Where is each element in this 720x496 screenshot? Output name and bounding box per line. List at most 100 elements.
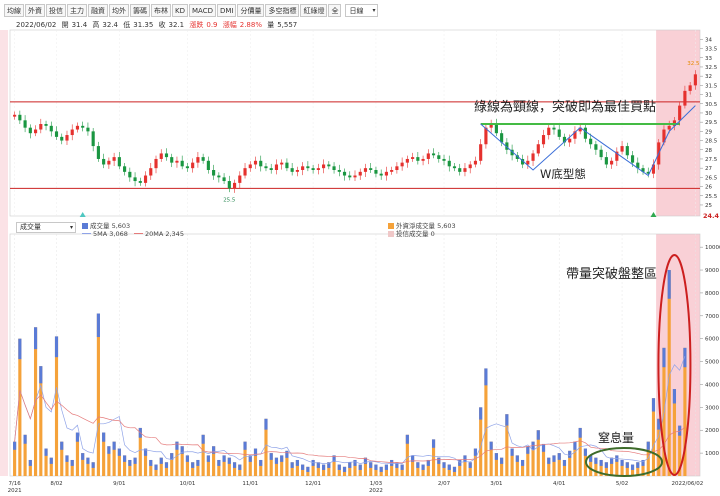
volume-bar-cap [337,464,341,470]
volume-bar-cap [143,448,148,456]
volume-bar [290,462,294,476]
volume-bar [49,457,53,476]
volume-bar [13,441,17,476]
candle-body [264,166,268,169]
toolbar-button[interactable]: DMI [216,3,237,17]
toolbar-button[interactable]: 布林 [151,3,171,17]
volume-bar-cap [573,441,577,450]
volume-bar [657,418,661,476]
volume-bar-cap [589,455,593,462]
toolbar-button[interactable]: 均外 [109,3,129,17]
volume-bar [547,457,551,476]
volume-bar-cap [604,462,608,468]
toolbar-button[interactable]: 紅綠燈 [300,3,328,17]
volume-bar [604,462,608,476]
x-tick-label: 2022/06/02 [672,481,704,487]
legend-line-20ma [133,233,143,234]
volume-bar-cap [243,441,247,450]
toolbar-button[interactable]: MACD [188,3,216,17]
volume-bar [384,464,388,476]
candle-body [395,166,399,170]
volume-bar [128,459,132,476]
volume-bar [573,441,577,476]
period-select-label: 日線 [349,6,364,15]
volume-bar [217,459,221,476]
candle-body [348,175,352,178]
left-highlight-strip [0,30,8,476]
volume-bar [568,450,572,476]
candle-body [547,127,551,136]
candle-body [452,166,457,169]
volume-bar [269,453,273,476]
legend-swatch-ext1 [388,223,394,229]
candle-body [138,181,142,183]
price-panel-frame [9,29,701,217]
volume-bar-cap [610,457,614,464]
volume-bar-cap [253,448,258,456]
toolbar-button[interactable]: 融資 [88,3,108,17]
candle-body [243,168,247,176]
candle-body [615,151,619,161]
candle-body [594,144,598,150]
dry-volume-circle [585,447,663,477]
candle-body [500,133,504,143]
volume-bar [154,464,158,476]
candle-body [562,136,567,143]
volume-bar-cap [463,455,467,462]
candle-body [358,171,362,176]
candle-body [96,146,100,159]
volume-bar [81,453,85,476]
candle-body [494,124,498,134]
x-year-label: 2021 [8,488,22,494]
volume-bar [426,459,430,476]
toolbar-button[interactable]: 主力 [67,3,87,17]
volume-bar [505,414,509,476]
volume-bar [280,455,284,476]
volume-y-tick-label: 8000 [705,291,719,297]
volume-bar [44,448,48,476]
candle-body [531,153,535,161]
period-select[interactable]: 日線 ▾ [345,3,379,17]
volume-bar [421,464,425,476]
volume-bar [222,455,226,476]
volume-bar [212,446,216,476]
volume-bar-cap [657,418,661,430]
toolbar-button[interactable]: 外資 [25,3,45,17]
candle-body [646,171,650,174]
toolbar-button[interactable]: 籌碼 [130,3,150,17]
toolbar-button[interactable]: 多空指標 [265,3,300,17]
candle-body [374,170,378,174]
volume-bar [175,441,179,476]
volume-indicator-select[interactable]: 成交量 ▾ [16,222,76,233]
quote-close-label: 收 [158,21,166,29]
volume-bar [578,427,582,476]
volume-bar-cap [44,448,48,456]
volume-bar [395,462,399,476]
toolbar-button[interactable]: 分價量 [237,3,265,17]
volume-bar-cap [196,459,200,466]
candle-body [170,157,174,163]
candle-body [342,171,347,176]
volume-bar [96,313,100,476]
volume-bar-cap [568,450,572,458]
volume-bar-cap [651,398,656,412]
volume-bar [678,425,682,476]
price-y-tick-label: 28.5 [705,139,718,145]
volume-bar [191,462,195,476]
volume-bar [60,441,64,476]
volume-bar [494,453,498,476]
volume-bar-cap [164,462,169,468]
volume-bar [253,448,258,476]
candle-body [620,146,624,152]
low-marker: 25.5 [223,197,236,203]
toolbar-button[interactable]: KD [172,3,188,17]
volume-bar [332,455,336,476]
toolbar-button[interactable]: 投信 [46,3,66,17]
toolbar-button[interactable]: 均線 [4,3,24,17]
volume-bar [86,457,90,476]
candle-body [369,168,373,170]
toolbar-button[interactable]: 全 [328,3,342,17]
x-tick-label: 1/03 [370,481,383,487]
volume-bar [243,441,247,476]
quote-low: 31.35 [133,21,154,29]
